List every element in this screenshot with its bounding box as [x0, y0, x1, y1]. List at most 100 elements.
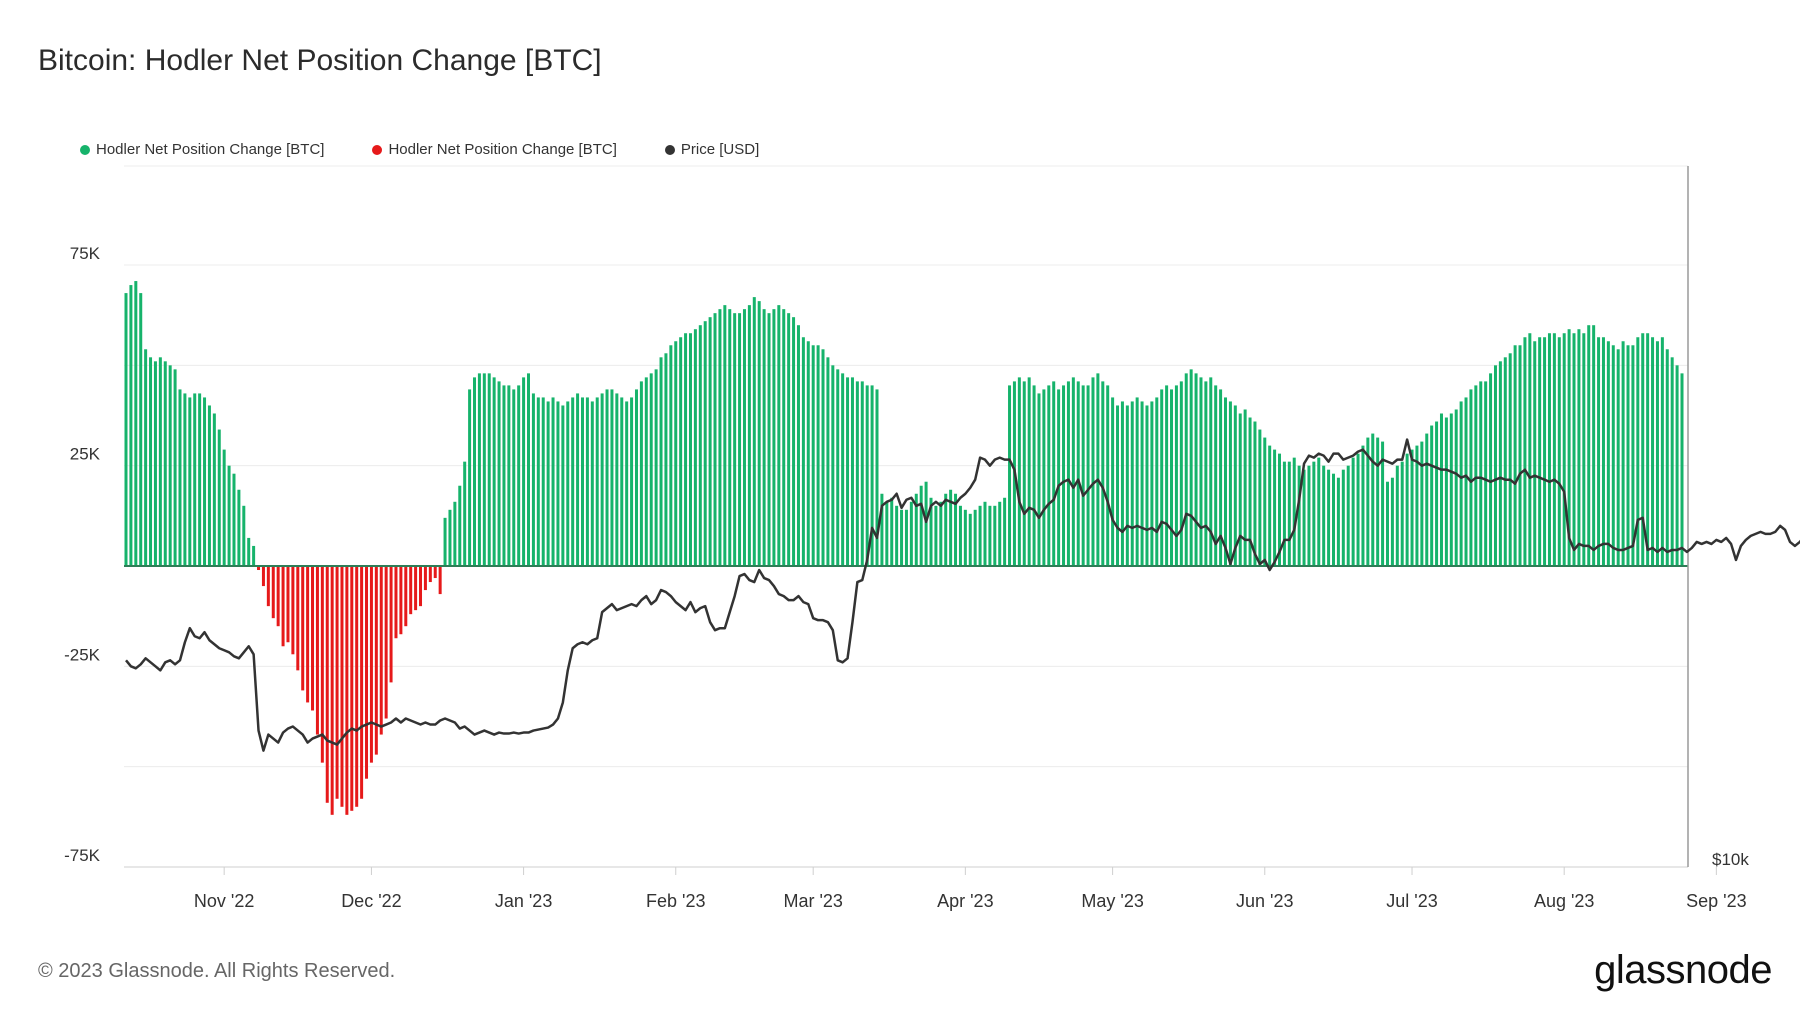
bar-positive — [777, 305, 781, 566]
bar-positive — [522, 377, 526, 566]
bar-positive — [1165, 385, 1169, 566]
bar-positive — [1140, 401, 1144, 566]
bar-positive — [566, 401, 570, 566]
chart-legend: Hodler Net Position Change [BTC] Hodler … — [80, 141, 759, 158]
legend-item-price[interactable]: Price [USD] — [664, 141, 759, 158]
bar-positive — [1037, 393, 1041, 566]
bar-positive — [1341, 469, 1345, 566]
bar-positive — [1420, 441, 1424, 566]
bar-positive — [1631, 345, 1635, 566]
bar-positive — [178, 389, 182, 566]
bar-positive — [1543, 337, 1547, 566]
bar-positive — [1410, 449, 1414, 566]
bar-positive — [1611, 345, 1615, 566]
bar-positive — [453, 501, 457, 566]
bar-positive — [988, 505, 992, 566]
x-tick-label: Feb '23 — [646, 891, 705, 911]
bar-positive — [1518, 345, 1522, 566]
bar-positive — [1287, 461, 1291, 566]
bar-positive — [1484, 381, 1488, 566]
bar-positive — [752, 297, 756, 566]
bar-positive — [1597, 337, 1601, 566]
bar-positive — [1616, 349, 1620, 566]
bar-positive — [1513, 345, 1517, 566]
bar-positive — [1655, 341, 1659, 566]
bar-positive — [1150, 401, 1154, 566]
bar-positive — [747, 305, 751, 566]
bar-positive — [1680, 373, 1684, 566]
x-tick-label: Jul '23 — [1386, 891, 1437, 911]
bar-positive — [1336, 477, 1340, 566]
bar-positive — [1528, 333, 1532, 566]
legend-dot-green — [80, 144, 90, 155]
bar-positive — [1390, 477, 1394, 566]
bar-positive — [134, 281, 138, 566]
bar-positive — [1670, 357, 1674, 566]
bar-positive — [674, 341, 678, 566]
bar-positive — [203, 397, 207, 566]
bar-positive — [1572, 333, 1576, 566]
bar-positive — [1489, 373, 1493, 566]
bar-negative — [365, 566, 369, 779]
bar-positive — [1027, 377, 1031, 566]
gridlines — [124, 165, 1688, 768]
bar-positive — [826, 357, 830, 566]
bar-positive — [463, 461, 467, 566]
legend-item-net-position-negative[interactable]: Hodler Net Position Change [BTC] — [372, 141, 617, 158]
bar-positive — [767, 313, 771, 566]
bar-positive — [1430, 425, 1434, 566]
bar-positive — [811, 345, 815, 566]
bar-positive — [590, 401, 594, 566]
y-tick-label: -25K — [64, 645, 101, 664]
legend-item-net-position-positive[interactable]: Hodler Net Position Change [BTC] — [80, 141, 324, 158]
bar-positive — [870, 385, 874, 566]
bar-negative — [266, 566, 270, 607]
bar-positive — [1160, 389, 1164, 566]
bar-negative — [428, 566, 432, 583]
bar-positive — [1312, 461, 1316, 566]
bar-positive — [1636, 337, 1640, 566]
bar-positive — [821, 349, 825, 566]
bar-positive — [630, 397, 634, 566]
bar-positive — [1116, 405, 1120, 566]
bar-positive — [198, 393, 202, 566]
bar-positive — [556, 401, 560, 566]
bar-positive — [517, 385, 521, 566]
bar-positive — [742, 309, 746, 566]
bar-positive — [1096, 373, 1100, 566]
bar-positive — [1052, 381, 1056, 566]
bar-positive — [1106, 385, 1110, 566]
bar-positive — [237, 489, 241, 566]
bar-positive — [855, 381, 859, 566]
bar-positive — [531, 393, 535, 566]
bar-positive — [1120, 401, 1124, 566]
bar-negative — [301, 566, 305, 691]
bar-positive — [958, 505, 962, 566]
bar-positive — [512, 389, 516, 566]
bar-positive — [973, 509, 977, 566]
bar-positive — [949, 489, 953, 566]
bar-positive — [796, 325, 800, 566]
bar-positive — [900, 509, 904, 566]
bar-positive — [875, 389, 879, 566]
bar-negative — [325, 566, 329, 803]
bar-positive — [247, 537, 251, 566]
bar-positive — [541, 397, 545, 566]
bar-positive — [679, 337, 683, 566]
bar-positive — [448, 509, 452, 566]
price-axis-label: $10k — [1712, 850, 1749, 869]
bar-positive — [718, 309, 722, 566]
bar-positive — [1047, 385, 1051, 566]
bar-positive — [561, 405, 565, 566]
bar-positive — [1219, 389, 1223, 566]
bar-positive — [1567, 329, 1571, 566]
x-tick-label: Apr '23 — [937, 891, 993, 911]
legend-dot-red — [372, 144, 383, 155]
bar-positive — [232, 473, 236, 566]
bar-positive — [762, 309, 766, 566]
bar-positive — [1444, 417, 1448, 566]
bar-negative — [423, 566, 427, 591]
bar-positive — [1066, 381, 1070, 566]
bar-positive — [1641, 333, 1645, 566]
bar-positive — [1366, 437, 1370, 566]
